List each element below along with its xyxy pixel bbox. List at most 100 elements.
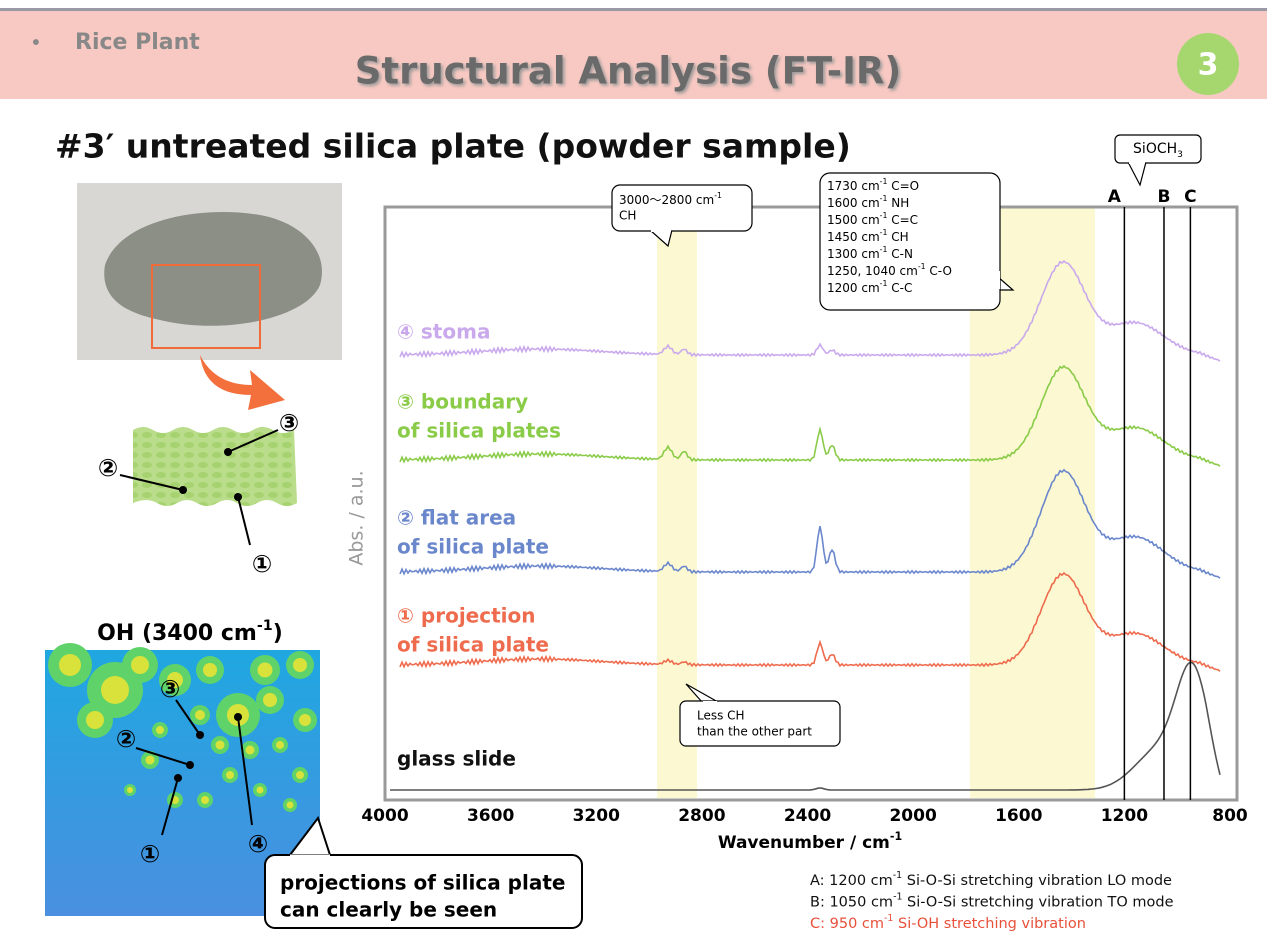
- map-marker-lines: [135, 699, 253, 836]
- callout-text: 1450 cm-1 CH: [827, 228, 909, 244]
- text-part: B: 1050 cm: [810, 895, 893, 911]
- superscript: -1: [880, 279, 888, 288]
- yellow-core: [201, 796, 209, 804]
- text-part: SiOCH: [1133, 141, 1177, 157]
- marker-lines: [119, 429, 279, 546]
- text-part: ): [273, 621, 283, 646]
- yellow-core: [127, 787, 133, 793]
- series-label: of silica plates: [397, 419, 561, 443]
- header-band: [0, 11, 1267, 99]
- bullet: •: [30, 31, 42, 55]
- series-label: ④ stoma: [397, 320, 490, 344]
- series-label: of silica plate: [397, 633, 549, 657]
- text-part: 1200 cm: [827, 281, 880, 295]
- text-part: Si-O-Si stretching vibration TO mode: [902, 895, 1173, 911]
- superscript: -1: [918, 262, 926, 271]
- callout-box: [264, 854, 583, 929]
- superscript: -1: [257, 618, 273, 634]
- annotations: [611, 134, 1202, 747]
- yellow-core: [256, 786, 264, 794]
- text-part: C=O: [887, 179, 919, 193]
- marker-dots: [179, 448, 242, 501]
- text-part: C-N: [887, 247, 913, 261]
- yellow-core: [276, 741, 284, 749]
- spectrum-trace: [390, 661, 1221, 791]
- callout-text: than the other part: [697, 725, 812, 739]
- spectrum-trace: [399, 468, 1221, 579]
- map-marker: ④: [248, 830, 268, 858]
- text-part: Si-OH stretching vibration: [893, 916, 1086, 932]
- superscript: -1: [880, 211, 888, 220]
- subscript: 3: [1177, 150, 1183, 160]
- spectrum-trace: [399, 259, 1221, 362]
- superscript: -1: [893, 892, 902, 903]
- page-badge: [1177, 33, 1239, 95]
- yellow-core: [203, 663, 217, 677]
- callout-line: can clearly be seen: [280, 898, 497, 922]
- superscript: -1: [880, 245, 888, 254]
- series-label: ③ boundary: [397, 390, 528, 414]
- yellow-core: [195, 710, 205, 720]
- x-tick-label: 4000: [361, 806, 408, 826]
- callout-text: 1500 cm-1 C=C: [827, 211, 918, 227]
- superscript: -1: [880, 177, 888, 186]
- text-part: Si-O-Si stretching vibration LO mode: [902, 873, 1172, 889]
- x-axis-label: Wavenumber / cm-1: [718, 830, 902, 854]
- x-tick-label: 1600: [995, 806, 1042, 826]
- text-part: Wavenumber / cm: [718, 833, 890, 853]
- callout-text: CH: [619, 209, 636, 223]
- yellow-core: [131, 656, 149, 674]
- series-label: glass slide: [397, 747, 516, 771]
- x-tick-label: 2000: [889, 806, 936, 826]
- footnote: C: 950 cm-1 Si-OH stretching vibration: [810, 913, 1086, 932]
- text-part: CH: [887, 230, 908, 244]
- callout-text: 1730 cm-1 C=O: [827, 177, 919, 193]
- callout-text: 3000～2800 cm-1: [619, 191, 722, 207]
- spectra: [390, 259, 1221, 791]
- callout-text: 1250, 1040 cm-1 C-O: [827, 262, 952, 278]
- chart-frame: [383, 205, 1239, 802]
- ch-band: [657, 208, 697, 798]
- yellow-core: [167, 672, 183, 688]
- top-rule: [0, 8, 1267, 11]
- plate-marker: ③: [279, 409, 299, 437]
- callout-text: 1200 cm-1 C-C: [827, 279, 912, 295]
- text-part: C-C: [887, 281, 912, 295]
- oh-map-spots: [48, 643, 317, 812]
- callout-text: 1300 cm-1 C-N: [827, 245, 913, 261]
- page-number: 3: [1198, 48, 1219, 83]
- superscript: -1: [714, 191, 722, 200]
- yellow-core: [299, 714, 311, 726]
- series-label: ② flat area: [397, 506, 516, 530]
- callout-pointer: [289, 815, 331, 856]
- peak-label: B: [1158, 187, 1171, 207]
- superscript: -1: [880, 228, 888, 237]
- map-marker: ③: [160, 675, 180, 703]
- plate-marker: ①: [252, 550, 272, 578]
- peak-label: C: [1184, 187, 1196, 207]
- slide-title: Structural Analysis (FT-IR): [355, 50, 902, 93]
- text-part: 1730 cm: [827, 179, 880, 193]
- silica-plate-sketch: [133, 427, 297, 506]
- text-part: 1500 cm: [827, 213, 880, 227]
- yellow-core: [156, 726, 164, 734]
- footnote: A: 1200 cm-1 Si-O-Si stretching vibratio…: [810, 870, 1172, 889]
- callout-line: projections of silica plate: [280, 871, 565, 895]
- x-tick-label: 3600: [467, 806, 514, 826]
- yellow-core: [296, 771, 304, 779]
- yellow-core: [293, 658, 307, 672]
- text-part: 3000～2800 cm: [619, 193, 714, 207]
- series-label: ① projection: [397, 604, 536, 628]
- subtitle: #3′ untreated silica plate (powder sampl…: [55, 127, 851, 166]
- plate-marker: ②: [98, 454, 118, 482]
- map-marker: ①: [140, 840, 160, 868]
- map-marker: ②: [116, 725, 136, 753]
- x-tick-label: 3200: [573, 806, 620, 826]
- text-part: OH (3400 cm: [97, 621, 257, 646]
- yellow-core: [286, 801, 294, 809]
- text-part: C: 950 cm: [810, 916, 884, 932]
- sample-powder: [104, 212, 322, 326]
- x-tick-label: 1200: [1101, 806, 1148, 826]
- text-part: 1250, 1040 cm: [827, 264, 918, 278]
